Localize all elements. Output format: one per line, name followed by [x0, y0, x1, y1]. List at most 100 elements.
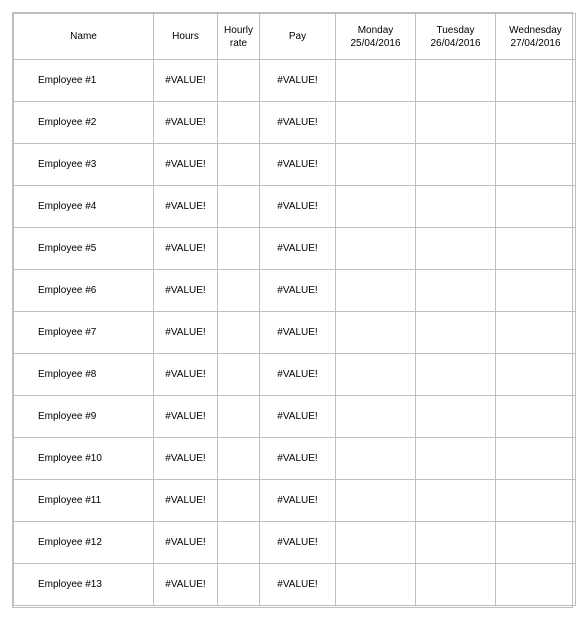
cell-tuesday[interactable]: [416, 438, 496, 480]
cell-rate[interactable]: [218, 228, 260, 270]
cell-monday[interactable]: [336, 312, 416, 354]
cell-name[interactable]: Employee #6: [14, 270, 154, 312]
cell-wednesday[interactable]: [496, 564, 576, 606]
cell-pay[interactable]: #VALUE!: [260, 228, 336, 270]
table-row: Employee #12#VALUE!#VALUE!: [14, 522, 576, 564]
cell-tuesday[interactable]: [416, 312, 496, 354]
header-row: Name Hours Hourlyrate Pay Monday25/04/20…: [14, 14, 576, 60]
cell-monday[interactable]: [336, 396, 416, 438]
cell-pay[interactable]: #VALUE!: [260, 438, 336, 480]
cell-hours[interactable]: #VALUE!: [154, 438, 218, 480]
cell-name[interactable]: Employee #12: [14, 522, 154, 564]
cell-tuesday[interactable]: [416, 228, 496, 270]
cell-monday[interactable]: [336, 438, 416, 480]
cell-pay[interactable]: #VALUE!: [260, 186, 336, 228]
cell-monday[interactable]: [336, 564, 416, 606]
cell-name[interactable]: Employee #5: [14, 228, 154, 270]
cell-name[interactable]: Employee #8: [14, 354, 154, 396]
cell-wednesday[interactable]: [496, 312, 576, 354]
cell-tuesday[interactable]: [416, 270, 496, 312]
cell-name[interactable]: Employee #3: [14, 144, 154, 186]
cell-tuesday[interactable]: [416, 564, 496, 606]
cell-rate[interactable]: [218, 60, 260, 102]
cell-wednesday[interactable]: [496, 354, 576, 396]
header-name: Name: [14, 14, 154, 60]
cell-wednesday[interactable]: [496, 522, 576, 564]
cell-hours[interactable]: #VALUE!: [154, 144, 218, 186]
cell-wednesday[interactable]: [496, 270, 576, 312]
cell-tuesday[interactable]: [416, 60, 496, 102]
cell-tuesday[interactable]: [416, 102, 496, 144]
table-row: Employee #8#VALUE!#VALUE!: [14, 354, 576, 396]
cell-name[interactable]: Employee #9: [14, 396, 154, 438]
cell-name[interactable]: Employee #11: [14, 480, 154, 522]
cell-rate[interactable]: [218, 270, 260, 312]
cell-tuesday[interactable]: [416, 396, 496, 438]
cell-hours[interactable]: #VALUE!: [154, 312, 218, 354]
cell-hours[interactable]: #VALUE!: [154, 270, 218, 312]
cell-tuesday[interactable]: [416, 144, 496, 186]
cell-wednesday[interactable]: [496, 396, 576, 438]
cell-pay[interactable]: #VALUE!: [260, 564, 336, 606]
cell-monday[interactable]: [336, 522, 416, 564]
cell-pay[interactable]: #VALUE!: [260, 312, 336, 354]
cell-monday[interactable]: [336, 144, 416, 186]
cell-hours[interactable]: #VALUE!: [154, 186, 218, 228]
cell-pay[interactable]: #VALUE!: [260, 270, 336, 312]
cell-tuesday[interactable]: [416, 522, 496, 564]
cell-monday[interactable]: [336, 480, 416, 522]
cell-pay[interactable]: #VALUE!: [260, 60, 336, 102]
table-row: Employee #10#VALUE!#VALUE!: [14, 438, 576, 480]
cell-hours[interactable]: #VALUE!: [154, 522, 218, 564]
cell-monday[interactable]: [336, 228, 416, 270]
cell-hours[interactable]: #VALUE!: [154, 102, 218, 144]
cell-rate[interactable]: [218, 186, 260, 228]
cell-pay[interactable]: #VALUE!: [260, 522, 336, 564]
cell-wednesday[interactable]: [496, 228, 576, 270]
timesheet-table: Name Hours Hourlyrate Pay Monday25/04/20…: [13, 13, 576, 606]
cell-name[interactable]: Employee #10: [14, 438, 154, 480]
cell-hours[interactable]: #VALUE!: [154, 228, 218, 270]
cell-name[interactable]: Employee #2: [14, 102, 154, 144]
cell-monday[interactable]: [336, 60, 416, 102]
cell-rate[interactable]: [218, 354, 260, 396]
cell-wednesday[interactable]: [496, 60, 576, 102]
cell-rate[interactable]: [218, 438, 260, 480]
cell-tuesday[interactable]: [416, 186, 496, 228]
cell-wednesday[interactable]: [496, 144, 576, 186]
header-wednesday: Wednesday27/04/2016: [496, 14, 576, 60]
cell-wednesday[interactable]: [496, 186, 576, 228]
cell-wednesday[interactable]: [496, 480, 576, 522]
cell-hours[interactable]: #VALUE!: [154, 354, 218, 396]
cell-pay[interactable]: #VALUE!: [260, 144, 336, 186]
cell-rate[interactable]: [218, 480, 260, 522]
cell-tuesday[interactable]: [416, 480, 496, 522]
cell-wednesday[interactable]: [496, 102, 576, 144]
cell-name[interactable]: Employee #13: [14, 564, 154, 606]
timesheet-container: Name Hours Hourlyrate Pay Monday25/04/20…: [12, 12, 573, 608]
cell-name[interactable]: Employee #7: [14, 312, 154, 354]
cell-monday[interactable]: [336, 354, 416, 396]
cell-hours[interactable]: #VALUE!: [154, 564, 218, 606]
cell-hours[interactable]: #VALUE!: [154, 480, 218, 522]
cell-monday[interactable]: [336, 102, 416, 144]
cell-monday[interactable]: [336, 270, 416, 312]
cell-rate[interactable]: [218, 522, 260, 564]
cell-rate[interactable]: [218, 564, 260, 606]
cell-pay[interactable]: #VALUE!: [260, 102, 336, 144]
cell-wednesday[interactable]: [496, 438, 576, 480]
cell-tuesday[interactable]: [416, 354, 496, 396]
cell-rate[interactable]: [218, 102, 260, 144]
cell-name[interactable]: Employee #4: [14, 186, 154, 228]
cell-hours[interactable]: #VALUE!: [154, 396, 218, 438]
cell-hours[interactable]: #VALUE!: [154, 60, 218, 102]
cell-pay[interactable]: #VALUE!: [260, 354, 336, 396]
cell-rate[interactable]: [218, 312, 260, 354]
table-row: Employee #4#VALUE!#VALUE!: [14, 186, 576, 228]
cell-pay[interactable]: #VALUE!: [260, 480, 336, 522]
cell-name[interactable]: Employee #1: [14, 60, 154, 102]
cell-rate[interactable]: [218, 396, 260, 438]
cell-monday[interactable]: [336, 186, 416, 228]
cell-rate[interactable]: [218, 144, 260, 186]
cell-pay[interactable]: #VALUE!: [260, 396, 336, 438]
